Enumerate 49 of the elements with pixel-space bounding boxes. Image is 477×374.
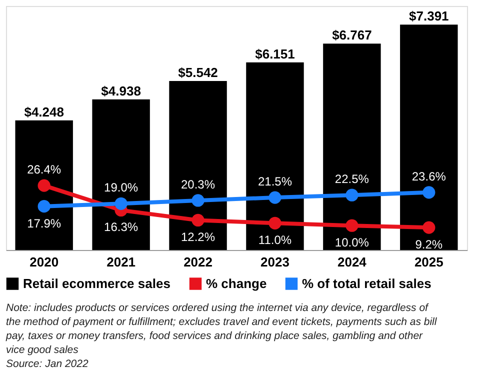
bar bbox=[169, 80, 227, 250]
legend-label: % change bbox=[206, 276, 267, 291]
source-note: Source: Jan 2022 bbox=[6, 358, 88, 370]
data-label: 22.5% bbox=[334, 172, 370, 186]
point bbox=[346, 188, 358, 202]
point bbox=[346, 219, 358, 232]
text: the method of payment or fulfillment; excludes travel and event tickets, payments such as bill bbox=[6, 316, 438, 328]
data-label: $6.151 bbox=[255, 46, 295, 62]
x-tick-label: 2023 bbox=[260, 254, 290, 270]
data-label: $5.542 bbox=[178, 64, 218, 80]
x-tick-label: 2025 bbox=[414, 254, 444, 270]
data-label: 23.6% bbox=[412, 169, 446, 184]
point bbox=[38, 179, 50, 192]
data-label: 26.4% bbox=[27, 162, 62, 177]
text: Note: includes products or services ordered using the internet via any device, regardless of bbox=[6, 302, 430, 314]
point bbox=[114, 197, 128, 210]
point bbox=[268, 216, 282, 230]
point bbox=[192, 214, 204, 227]
data-label: 10.0% bbox=[334, 236, 370, 250]
data-label: $4.938 bbox=[101, 83, 141, 98]
point bbox=[268, 191, 282, 204]
bar bbox=[323, 44, 381, 250]
bar bbox=[15, 120, 73, 250]
bar bbox=[92, 99, 150, 250]
data-label: 11.0% bbox=[258, 233, 292, 248]
x-tick-label: 2022 bbox=[184, 254, 212, 270]
legend-label: Retail ecommerce sales bbox=[23, 276, 170, 291]
text: pay, taxes or money transfers, food services and drinking place sales, gambling and other bbox=[5, 330, 424, 342]
point bbox=[422, 186, 436, 199]
point bbox=[38, 200, 50, 213]
x-tick-label: 2021 bbox=[106, 254, 136, 270]
data-label: 12.2% bbox=[181, 230, 216, 244]
x-tick-label: 2024 bbox=[337, 254, 368, 270]
data-label: 16.3% bbox=[104, 220, 138, 234]
data-label: $4.248 bbox=[24, 104, 64, 120]
data-label: 21.5% bbox=[258, 174, 292, 189]
x-tick-label: 2020 bbox=[30, 254, 59, 270]
data-label: $6.767 bbox=[332, 28, 372, 43]
point bbox=[422, 221, 436, 234]
bar bbox=[400, 24, 458, 250]
text: vice good sales bbox=[6, 344, 80, 356]
data-label: 17.9% bbox=[27, 216, 62, 230]
data-label: 20.3% bbox=[181, 177, 216, 192]
data-label: $7.391 bbox=[409, 8, 449, 24]
bar bbox=[246, 62, 304, 250]
data-label: 19.0% bbox=[104, 180, 138, 195]
point bbox=[192, 194, 204, 207]
legend-label: % of total retail sales bbox=[302, 276, 432, 291]
data-label: 9.2% bbox=[415, 238, 443, 252]
